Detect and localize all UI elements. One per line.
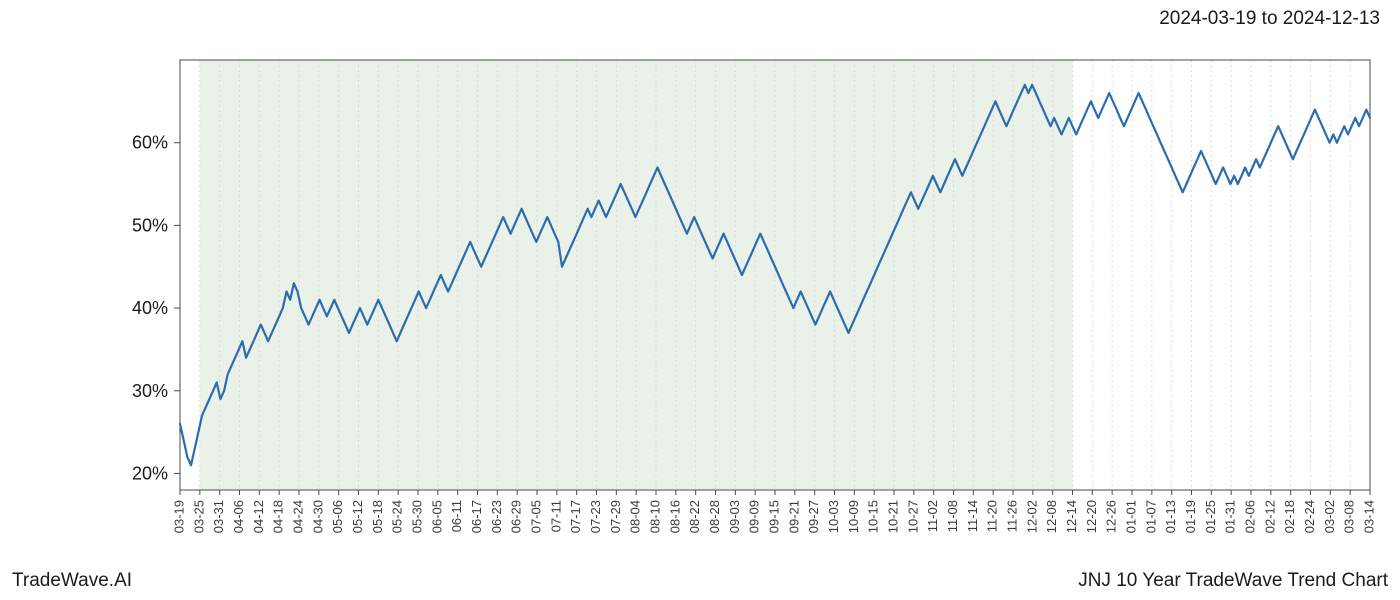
svg-text:02-12: 02-12 bbox=[1262, 500, 1277, 533]
svg-text:07-23: 07-23 bbox=[588, 500, 603, 533]
date-range: 2024-03-19 to 2024-12-13 bbox=[1159, 8, 1380, 30]
svg-text:01-07: 01-07 bbox=[1143, 500, 1158, 533]
svg-text:30%: 30% bbox=[132, 381, 168, 401]
svg-text:10-21: 10-21 bbox=[885, 500, 900, 533]
svg-text:11-14: 11-14 bbox=[965, 500, 980, 532]
svg-text:12-26: 12-26 bbox=[1104, 500, 1119, 533]
svg-text:07-17: 07-17 bbox=[568, 500, 583, 533]
svg-text:09-15: 09-15 bbox=[766, 500, 781, 533]
svg-text:09-09: 09-09 bbox=[747, 500, 762, 533]
svg-text:09-27: 09-27 bbox=[806, 500, 821, 533]
svg-text:08-16: 08-16 bbox=[667, 500, 682, 533]
svg-text:12-08: 12-08 bbox=[1044, 500, 1059, 533]
svg-text:03-25: 03-25 bbox=[191, 500, 206, 533]
svg-text:08-22: 08-22 bbox=[687, 500, 702, 533]
chart-container: 20% 30% 40% 50% 60% 03-19 03-25 03-31 04-06 04-12… bbox=[0, 40, 1400, 570]
svg-text:11-26: 11-26 bbox=[1004, 500, 1019, 532]
svg-text:09-21: 09-21 bbox=[786, 500, 801, 533]
svg-text:06-17: 06-17 bbox=[469, 500, 484, 533]
svg-text:04-18: 04-18 bbox=[271, 500, 286, 533]
svg-text:12-20: 12-20 bbox=[1084, 500, 1099, 533]
trend-chart: 20% 30% 40% 50% 60% 03-19 03-25 03-31 04-06 04-12… bbox=[0, 40, 1400, 570]
svg-text:60%: 60% bbox=[132, 133, 168, 153]
svg-text:05-30: 05-30 bbox=[409, 500, 424, 533]
svg-text:04-12: 04-12 bbox=[251, 500, 266, 533]
footer-brand: TradeWave.AI bbox=[12, 570, 132, 592]
svg-text:07-05: 07-05 bbox=[528, 500, 543, 533]
svg-text:08-10: 08-10 bbox=[647, 500, 662, 533]
svg-text:04-24: 04-24 bbox=[290, 500, 305, 533]
svg-text:01-25: 01-25 bbox=[1203, 500, 1218, 533]
svg-text:11-20: 11-20 bbox=[985, 500, 1000, 532]
svg-text:03-08: 03-08 bbox=[1342, 500, 1357, 533]
svg-text:06-29: 06-29 bbox=[509, 500, 524, 533]
svg-text:02-06: 02-06 bbox=[1242, 500, 1257, 533]
svg-text:01-19: 01-19 bbox=[1183, 500, 1198, 533]
svg-text:09-03: 09-03 bbox=[727, 500, 742, 533]
footer-title: JNJ 10 Year TradeWave Trend Chart bbox=[1078, 570, 1388, 592]
svg-text:10-15: 10-15 bbox=[866, 500, 881, 533]
svg-text:03-19: 03-19 bbox=[171, 500, 186, 533]
svg-text:05-18: 05-18 bbox=[370, 500, 385, 533]
svg-text:03-31: 03-31 bbox=[211, 500, 226, 533]
svg-text:07-29: 07-29 bbox=[608, 500, 623, 533]
svg-text:20%: 20% bbox=[132, 463, 168, 483]
svg-text:11-08: 11-08 bbox=[945, 500, 960, 532]
svg-text:01-31: 01-31 bbox=[1223, 500, 1238, 533]
svg-text:08-28: 08-28 bbox=[707, 500, 722, 533]
svg-text:07-11: 07-11 bbox=[548, 500, 563, 532]
svg-text:10-09: 10-09 bbox=[846, 500, 861, 533]
svg-text:04-30: 04-30 bbox=[310, 500, 325, 533]
svg-text:03-02: 03-02 bbox=[1322, 500, 1337, 533]
svg-text:02-18: 02-18 bbox=[1282, 500, 1297, 533]
svg-text:12-14: 12-14 bbox=[1064, 500, 1079, 533]
svg-text:05-06: 05-06 bbox=[330, 500, 345, 533]
svg-text:10-03: 10-03 bbox=[826, 500, 841, 533]
svg-text:08-04: 08-04 bbox=[628, 500, 643, 533]
svg-text:01-13: 01-13 bbox=[1163, 500, 1178, 533]
svg-text:12-02: 12-02 bbox=[1024, 500, 1039, 533]
svg-text:06-05: 06-05 bbox=[429, 500, 444, 533]
svg-text:50%: 50% bbox=[132, 215, 168, 235]
svg-text:04-06: 04-06 bbox=[231, 500, 246, 533]
svg-text:01-01: 01-01 bbox=[1123, 500, 1138, 533]
svg-text:02-24: 02-24 bbox=[1302, 500, 1317, 533]
svg-text:05-24: 05-24 bbox=[390, 500, 405, 533]
svg-text:40%: 40% bbox=[132, 298, 168, 318]
svg-text:06-23: 06-23 bbox=[489, 500, 504, 533]
svg-text:06-11: 06-11 bbox=[449, 500, 464, 532]
svg-text:05-12: 05-12 bbox=[350, 500, 365, 533]
svg-text:10-27: 10-27 bbox=[905, 500, 920, 533]
svg-text:11-02: 11-02 bbox=[925, 500, 940, 532]
svg-text:03-14: 03-14 bbox=[1361, 500, 1376, 533]
